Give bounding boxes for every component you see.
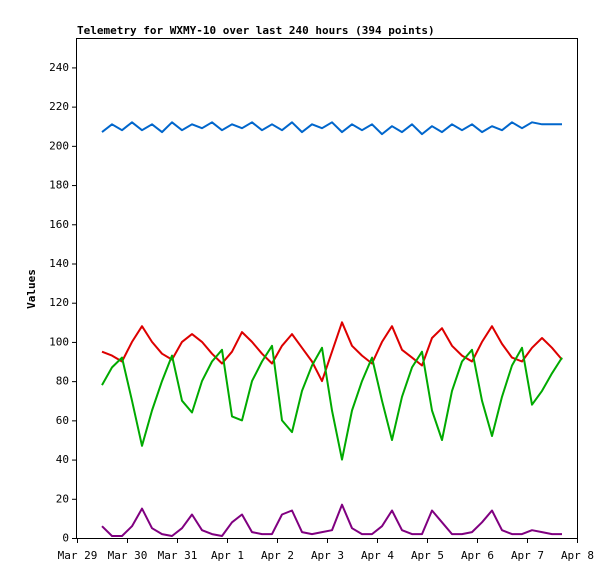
y-tick-label: 80 <box>56 375 69 388</box>
x-tick-label: Apr 3 <box>311 549 344 562</box>
x-tick-label: Apr 5 <box>411 549 444 562</box>
x-tick-label: Apr 8 <box>561 549 594 562</box>
x-tick-label: Mar 31 <box>158 549 198 562</box>
x-tick-label: Apr 1 <box>211 549 244 562</box>
y-tick-label: 160 <box>49 218 69 231</box>
x-tick-label: Mar 30 <box>108 549 148 562</box>
y-axis-label: Values <box>25 269 38 309</box>
y-tick-label: 0 <box>62 532 69 545</box>
y-tick-label: 200 <box>49 139 69 152</box>
y-tick-label: 60 <box>56 414 69 427</box>
plot-frame <box>76 38 578 539</box>
x-tick-label: Apr 2 <box>261 549 294 562</box>
series-line <box>101 121 562 136</box>
x-tick-label: Apr 6 <box>461 549 494 562</box>
y-tick-label: 40 <box>56 453 69 466</box>
x-tick-label: Mar 29 <box>58 549 98 562</box>
series-line <box>101 321 563 383</box>
y-tick-label: 140 <box>49 257 69 270</box>
series-line <box>101 344 563 461</box>
y-tick-label: 120 <box>49 296 69 309</box>
y-tick-label: 240 <box>49 61 69 74</box>
y-tick-label: 220 <box>49 100 69 113</box>
x-tick-label: Apr 4 <box>361 549 394 562</box>
y-tick-label: 180 <box>49 179 69 192</box>
chart-title: Telemetry for WXMY-10 over last 240 hour… <box>77 24 435 37</box>
y-tick-label: 100 <box>49 335 69 348</box>
y-tick-label: 20 <box>56 492 69 505</box>
x-tick-label: Apr 7 <box>511 549 544 562</box>
series-line <box>101 503 562 537</box>
